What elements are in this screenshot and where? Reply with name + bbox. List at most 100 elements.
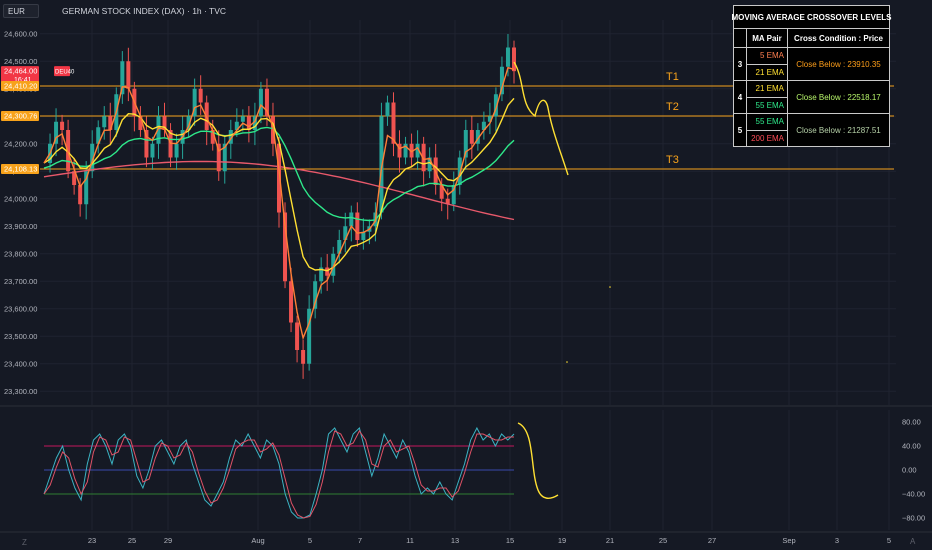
candle-body bbox=[475, 130, 480, 144]
level-label: T2 bbox=[666, 101, 679, 113]
price-tick-label: 23,700.00 bbox=[4, 277, 37, 286]
projection-drawing bbox=[513, 61, 569, 176]
ma-slow-label: 200 EMA bbox=[751, 133, 784, 143]
symbol-badge bbox=[54, 66, 70, 77]
candle-body bbox=[409, 143, 414, 158]
candle-body bbox=[78, 185, 83, 205]
price-badge bbox=[1, 111, 39, 122]
tradingview-logo[interactable]: Z bbox=[22, 538, 27, 547]
price-tick-label: 23,300.00 bbox=[4, 387, 37, 396]
candle-body bbox=[289, 281, 294, 323]
candle-body bbox=[228, 130, 233, 144]
candle-body bbox=[264, 88, 269, 117]
price-tick-label: 23,400.00 bbox=[4, 359, 37, 368]
price-tick-label: 23,500.00 bbox=[4, 332, 37, 341]
time-tick-label: 25 bbox=[659, 536, 667, 545]
candle-body bbox=[512, 47, 516, 72]
candle-body bbox=[240, 116, 245, 122]
candle-body bbox=[192, 88, 197, 117]
time-tick-label: 21 bbox=[606, 536, 614, 545]
candle-body bbox=[397, 143, 402, 158]
auto-scale-toggle[interactable]: A bbox=[910, 537, 916, 546]
ma-table-index-header bbox=[734, 29, 747, 47]
oscillator-tick-label: −80.00 bbox=[902, 514, 925, 523]
candle-body bbox=[391, 102, 396, 144]
candle-body bbox=[469, 130, 474, 144]
time-tick-label: 19 bbox=[558, 536, 566, 545]
time-tick-label: 27 bbox=[708, 536, 716, 545]
candle-body bbox=[54, 121, 59, 144]
cross-condition-value: Close Below : 23910.35 bbox=[796, 59, 881, 69]
candle-body bbox=[138, 116, 143, 130]
candle-body bbox=[487, 116, 492, 122]
ma-fast-label: 55 EMA bbox=[747, 114, 787, 131]
candle-body bbox=[325, 267, 330, 276]
ma-pair-header: MA Pair bbox=[747, 29, 788, 47]
symbol-title: GERMAN STOCK INDEX (DAX) · 1h · TVC bbox=[62, 6, 227, 16]
candle-body bbox=[120, 61, 125, 95]
candle-body bbox=[403, 143, 408, 158]
currency-selector[interactable]: EUR bbox=[3, 4, 39, 18]
ma-pair-cell: 55 EMA 200 EMA bbox=[747, 114, 788, 146]
candle-body bbox=[493, 94, 498, 117]
time-tick-label: 13 bbox=[451, 536, 459, 545]
candle-body bbox=[505, 47, 510, 67]
time-tick-label: 5 bbox=[308, 536, 312, 545]
candle-body bbox=[301, 350, 306, 364]
candle-body bbox=[451, 185, 456, 205]
oscillator-tick-label: 0.00 bbox=[902, 466, 917, 475]
price-tick-label: 23,800.00 bbox=[4, 249, 37, 258]
ma-row-index: 5 bbox=[734, 114, 747, 146]
candle-body bbox=[162, 116, 167, 130]
candle-body bbox=[144, 130, 149, 158]
price-tick-label: 24,200.00 bbox=[4, 139, 37, 148]
time-tick-label: Aug bbox=[251, 536, 264, 545]
candle-body bbox=[499, 66, 504, 95]
candle-body bbox=[216, 143, 221, 172]
ma-fast-label: 5 EMA bbox=[747, 48, 787, 65]
oscillator-projection bbox=[517, 422, 559, 499]
price-tick-label: 24,000.00 bbox=[4, 194, 37, 203]
candle-body bbox=[361, 231, 366, 240]
price-tick-label: 24,500.00 bbox=[4, 57, 37, 66]
ema55-line bbox=[43, 126, 515, 222]
time-tick-label: 25 bbox=[128, 536, 136, 545]
candle-body bbox=[481, 121, 486, 130]
level-label: T1 bbox=[666, 71, 679, 83]
candle-body bbox=[102, 116, 107, 128]
ma-slow-label: 21 EMA bbox=[755, 67, 784, 77]
price-badge bbox=[1, 164, 39, 175]
ma-pair-cell: 21 EMA 55 EMA bbox=[747, 81, 788, 113]
candle-body bbox=[198, 88, 203, 103]
ma-row-index: 3 bbox=[734, 48, 747, 80]
candle-body bbox=[349, 212, 354, 227]
ma-fast-label: 21 EMA bbox=[747, 81, 787, 98]
time-tick-label: 23 bbox=[88, 536, 96, 545]
price-badge-value: 24,410.20 bbox=[4, 81, 37, 90]
time-tick-label: 15 bbox=[506, 536, 514, 545]
candle-body bbox=[210, 130, 215, 144]
candle-body bbox=[252, 116, 257, 130]
candle-body bbox=[313, 281, 318, 309]
ma-crossover-table: MOVING AVERAGE CROSSOVER LEVELS MA Pair … bbox=[731, 5, 892, 147]
cross-condition-header: Cross Condition : Price bbox=[794, 33, 883, 43]
ema21-line bbox=[43, 97, 515, 272]
currency-label: EUR bbox=[8, 6, 25, 16]
level-label: T3 bbox=[666, 154, 679, 166]
candle-body bbox=[355, 212, 360, 240]
ma-pair-cell: 5 EMA 21 EMA bbox=[747, 48, 788, 80]
drawing-dot bbox=[609, 286, 611, 288]
oscillator-line-d bbox=[43, 430, 514, 519]
time-tick-label: Sep bbox=[782, 536, 795, 545]
candle-body bbox=[343, 226, 348, 240]
candle-body bbox=[126, 61, 131, 89]
price-badge-value: 24,464.00 bbox=[4, 67, 37, 76]
candle-body bbox=[445, 198, 450, 205]
candle-body bbox=[439, 185, 444, 199]
candle-body bbox=[234, 121, 239, 130]
price-tick-label: 24,600.00 bbox=[4, 29, 37, 38]
time-tick-label: 11 bbox=[406, 536, 414, 545]
candle-body bbox=[283, 212, 288, 282]
time-tick-label: 29 bbox=[164, 536, 172, 545]
